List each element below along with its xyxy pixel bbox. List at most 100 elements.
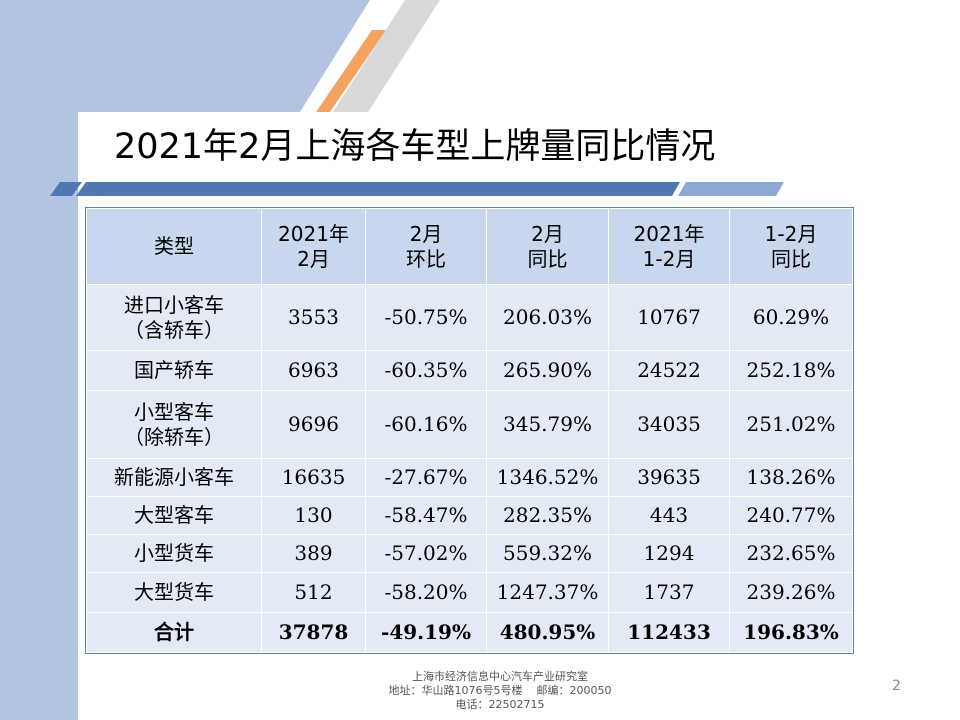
yoy-cell: 282.35%	[486, 496, 609, 535]
table-row: 小型客车 （除轿车） 9696 -60.16% 345.79% 34035 251.02%	[86, 390, 853, 459]
feb-2021-cell-line: 9696	[288, 412, 339, 436]
janfeb-cell-line: 34035	[637, 412, 701, 436]
janfeb-yoy-cell-line: 240.77%	[746, 503, 836, 527]
feb-2021-cell-line: 389	[294, 541, 333, 565]
page-number: 2	[892, 678, 901, 694]
table-row: 大型客车 130 -58.47% 282.35% 443 240.77%	[86, 496, 853, 535]
total-janfeb-cell: 112433	[608, 612, 730, 653]
yoy-cell-line: 345.79%	[503, 412, 592, 436]
header-cell-line: 2021年	[278, 221, 349, 246]
background-left-band	[0, 0, 78, 720]
stripe-right-light	[678, 182, 784, 196]
mom-cell: -57.02%	[365, 534, 487, 573]
yoy-cell-line: 1247.37%	[496, 580, 599, 604]
total-feb-2021-cell: 37878	[261, 612, 366, 653]
vehicle-type-cell-line: 进口小客车	[124, 292, 224, 317]
total-row: 合计 37878 -49.19% 480.95% 112433 196.83%	[86, 612, 853, 653]
header-cell-line: 环比	[406, 246, 446, 271]
header-cell-line: 1-2月	[764, 221, 818, 246]
total-mom-cell-line: -49.19%	[381, 620, 471, 644]
header-cell-line: 2021年	[633, 221, 705, 246]
yoy-cell-line: 265.90%	[503, 358, 592, 382]
janfeb-cell: 24522	[608, 350, 730, 391]
table-row: 大型货车 512 -58.20% 1247.37% 1737 239.26%	[86, 572, 853, 613]
vehicle-type-cell-line: 小型货车	[134, 541, 214, 565]
janfeb-cell: 10767	[608, 284, 730, 351]
yoy-cell: 265.90%	[486, 350, 609, 391]
total-mom-cell: -49.19%	[365, 612, 487, 653]
vehicle-type-cell-line: 大型客车	[134, 503, 214, 527]
header-cell-line: 2月	[531, 221, 564, 246]
vehicle-type-cell: 小型货车	[86, 534, 262, 573]
vehicle-type-cell: 小型客车 （除轿车）	[86, 390, 262, 459]
janfeb-cell-line: 443	[649, 503, 689, 527]
feb-2021-cell: 389	[261, 534, 366, 573]
yoy-cell: 559.32%	[486, 534, 609, 573]
yoy-cell: 1247.37%	[486, 572, 609, 613]
header-cell: 类型	[86, 208, 262, 285]
footer-phone: 电话：22502715	[455, 698, 545, 711]
feb-2021-cell-line: 130	[294, 503, 333, 527]
table-row: 新能源小客车 16635 -27.67% 1346.52% 39635 138.26%	[86, 458, 853, 497]
yoy-cell-line: 559.32%	[503, 541, 592, 565]
title-panel	[78, 112, 960, 182]
feb-2021-cell: 130	[261, 496, 366, 535]
vehicle-type-cell-line: 小型客车	[134, 399, 214, 424]
header-cell-line: 2月	[297, 246, 330, 271]
footer: 上海市经济信息中心汽车产业研究室 地址：华山路1076号5号楼 邮编：20005…	[330, 670, 670, 712]
janfeb-yoy-cell: 239.26%	[729, 572, 853, 613]
vehicle-type-cell-line: （含轿车）	[124, 317, 224, 342]
mom-cell-line: -27.67%	[384, 465, 468, 489]
vehicle-type-cell-line: 新能源小客车	[114, 465, 234, 489]
yoy-cell: 1346.52%	[486, 458, 609, 497]
janfeb-yoy-cell: 60.29%	[729, 284, 853, 351]
janfeb-yoy-cell-line: 138.26%	[746, 465, 836, 489]
vehicle-type-cell-line: （除轿车）	[124, 424, 224, 449]
janfeb-yoy-cell: 138.26%	[729, 458, 853, 497]
feb-2021-cell-line: 3553	[288, 305, 339, 329]
vehicle-type-cell: 大型客车	[86, 496, 262, 535]
janfeb-cell: 34035	[608, 390, 730, 459]
mom-cell-line: -58.20%	[384, 580, 468, 604]
feb-2021-cell: 9696	[261, 390, 366, 459]
header-cell-line: 2月	[409, 221, 443, 246]
mom-cell: -58.47%	[365, 496, 487, 535]
yoy-cell-line: 282.35%	[503, 503, 592, 527]
janfeb-yoy-cell: 232.65%	[729, 534, 853, 573]
total-janfeb-yoy-cell: 196.83%	[729, 612, 853, 653]
feb-2021-cell: 512	[261, 572, 366, 613]
total-yoy-cell: 480.95%	[486, 612, 609, 653]
yoy-cell-line: 206.03%	[503, 305, 592, 329]
janfeb-yoy-cell-line: 232.65%	[746, 541, 836, 565]
slide-title: 2021年2月上海各车型上牌量同比情况	[114, 127, 716, 167]
mom-cell-line: -60.16%	[384, 412, 468, 436]
mom-cell: -60.16%	[365, 390, 487, 459]
vehicle-type-cell: 进口小客车 （含轿车）	[86, 284, 262, 351]
header-cell-line: 类型	[154, 234, 194, 258]
registration-table: 类型 2021年 2月 2月 环比 2月 同比 2021年 1-2月 1-2月 同比 进口小客车 （含轿…	[85, 207, 854, 654]
total-label-cell: 合计	[86, 612, 262, 653]
janfeb-cell: 1737	[608, 572, 730, 613]
table-row: 进口小客车 （含轿车） 3553 -50.75% 206.03% 10767 60.29%	[86, 284, 853, 351]
feb-2021-cell-line: 512	[294, 580, 333, 604]
total-janfeb-cell-line: 112433	[627, 620, 711, 644]
header-cell: 2021年 1-2月	[608, 208, 730, 285]
janfeb-yoy-cell-line: 252.18%	[746, 358, 836, 382]
vehicle-type-cell: 新能源小客车	[86, 458, 262, 497]
total-feb-2021-cell-line: 37878	[278, 620, 349, 644]
feb-2021-cell-line: 16635	[281, 465, 346, 489]
header-cell-line: 1-2月	[642, 246, 696, 271]
mom-cell: -50.75%	[365, 284, 487, 351]
feb-2021-cell-line: 6963	[288, 358, 339, 382]
feb-2021-cell: 6963	[261, 350, 366, 391]
janfeb-cell-line: 10767	[637, 305, 701, 329]
header-cell: 2月 同比	[486, 208, 609, 285]
table-row: 国产轿车 6963 -60.35% 265.90% 24522 252.18%	[86, 350, 853, 391]
header-cell-line: 同比	[771, 246, 811, 271]
feb-2021-cell: 16635	[261, 458, 366, 497]
janfeb-yoy-cell: 251.02%	[729, 390, 853, 459]
stripe-left-1	[50, 182, 82, 196]
mom-cell-line: -60.35%	[384, 358, 468, 382]
top-blue-block	[78, 0, 370, 112]
